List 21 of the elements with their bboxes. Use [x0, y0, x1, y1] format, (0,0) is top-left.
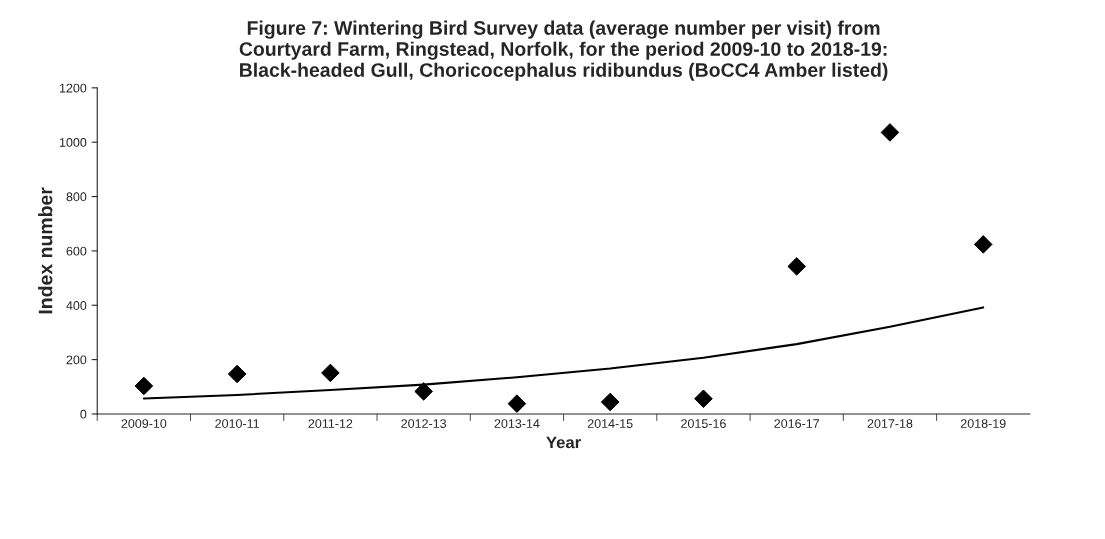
- x-tick-label: 2017-18: [867, 419, 913, 428]
- x-tick-label: 2010-11: [215, 419, 259, 428]
- line-series: [142, 306, 985, 400]
- y-tick-label: 600: [66, 246, 87, 256]
- x-tick-label: 2018-19: [960, 419, 1006, 428]
- x-tick-label: 2009-10: [121, 419, 167, 428]
- y-axis-title: Index number: [38, 187, 53, 314]
- y-tick-label: 1000: [59, 138, 87, 147]
- chart-title: Figure 7: Wintering Bird Survey data (average number per visit) from Courtyard Farm, Ringstead, Norfolk, for the period 2009-10 to 2018-19: Black-headed Gull, Choricocephalus ridibundus (BoCC4 Amber listed): [239, 20, 888, 81]
- x-tick-label: 2016-17: [774, 419, 820, 428]
- x-tick-label: 2015-16: [681, 419, 726, 428]
- x-tick-label: 2014-15: [587, 419, 633, 428]
- y-tick-label: 1200: [59, 83, 87, 93]
- x-tick-label: 2011-12: [308, 419, 353, 428]
- y-tick-label: 200: [66, 355, 87, 365]
- y-tick-label: 0: [80, 409, 87, 419]
- y-tick-label: 400: [66, 301, 87, 310]
- x-tick-label: 2012-13: [401, 419, 447, 428]
- x-axis-title: Year: [546, 436, 581, 449]
- y-tick-label: 800: [66, 192, 87, 202]
- x-tick-label: 2013-14: [494, 419, 540, 428]
